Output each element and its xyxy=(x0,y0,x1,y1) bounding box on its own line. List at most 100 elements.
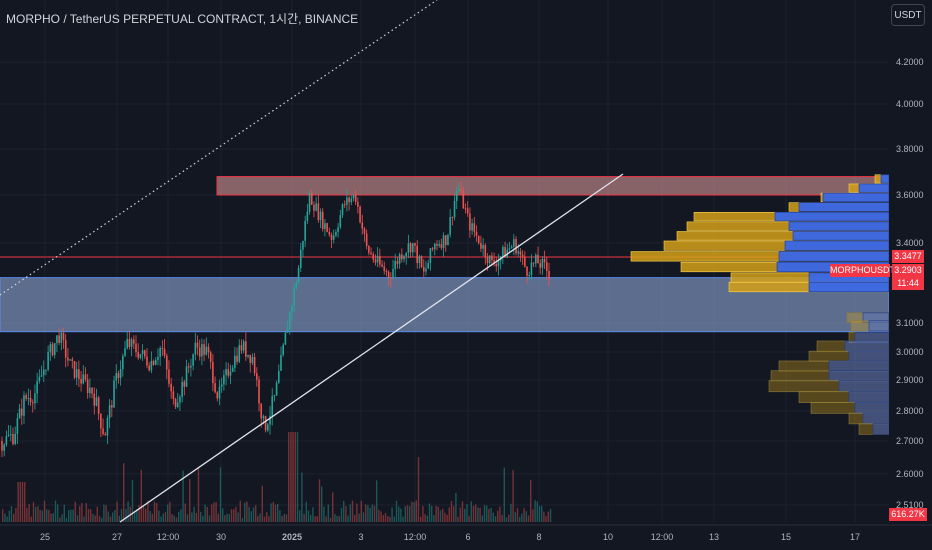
volume-bar xyxy=(349,504,351,522)
candle-body xyxy=(128,338,131,347)
profile-down-bar xyxy=(778,251,890,262)
volume-bar xyxy=(261,485,263,522)
volume-bar xyxy=(173,515,175,522)
candle-body xyxy=(332,235,335,240)
volume-bar xyxy=(21,482,24,522)
candle-body xyxy=(218,386,221,399)
candle-body xyxy=(196,342,199,348)
volume-bar xyxy=(281,516,283,522)
candle-body xyxy=(475,231,478,236)
volume-bar xyxy=(292,432,294,522)
candle-body xyxy=(438,244,440,246)
candle-body xyxy=(264,416,267,431)
candle-body xyxy=(29,398,32,403)
volume-bar xyxy=(138,505,140,522)
candle-body xyxy=(73,361,76,378)
candle-body xyxy=(104,434,107,436)
candle-body xyxy=(71,359,74,362)
candle-body xyxy=(433,243,436,250)
candle-body xyxy=(535,254,537,264)
volume-bar xyxy=(153,501,156,522)
candle-body xyxy=(337,227,339,233)
volume-bar xyxy=(494,516,497,522)
candle-body xyxy=(64,340,67,358)
volume-bar xyxy=(422,506,424,522)
volume-bar xyxy=(186,514,189,522)
volume-bar xyxy=(461,501,464,522)
candle-body xyxy=(31,402,34,404)
volume-bar xyxy=(57,504,59,522)
candle-body xyxy=(198,347,201,357)
volume-bar xyxy=(470,501,472,522)
candle-body xyxy=(385,271,388,273)
volume-bar xyxy=(19,482,21,522)
candle-body xyxy=(302,240,304,250)
volume-bar xyxy=(532,509,534,522)
volume-bar xyxy=(486,505,488,522)
candle-body xyxy=(359,206,361,223)
candle-body xyxy=(429,248,432,264)
candle-body xyxy=(308,193,311,212)
candle-body xyxy=(212,361,214,384)
candle-body xyxy=(422,266,425,272)
volume-bar xyxy=(217,513,219,522)
currency-button[interactable]: USDT xyxy=(891,4,925,26)
candle-body xyxy=(150,360,153,371)
volume-bar xyxy=(455,492,457,522)
volume-bar xyxy=(483,505,486,522)
candle-body xyxy=(464,208,467,210)
volume-bar xyxy=(219,467,222,522)
candle-body xyxy=(159,348,161,357)
candle-body xyxy=(45,369,47,371)
y-tick-label: 4.2000 xyxy=(896,57,924,67)
candle-body xyxy=(381,264,383,267)
candle-body xyxy=(425,268,427,272)
zone-resistance xyxy=(216,176,890,196)
volume-bar xyxy=(336,515,338,522)
candle-body xyxy=(315,203,317,211)
volume-bar xyxy=(112,512,114,522)
candle-body xyxy=(504,247,506,258)
candle-body xyxy=(78,369,80,379)
volume-bar xyxy=(296,432,299,522)
last-price-tag: 3.3477 xyxy=(892,250,924,263)
volume-bar xyxy=(497,510,499,522)
candle-body xyxy=(247,354,249,357)
volume-bar xyxy=(279,510,281,522)
y-tick-label: 3.8000 xyxy=(896,144,924,154)
volume-bar xyxy=(398,506,400,522)
candle-body xyxy=(330,234,333,240)
candle-body xyxy=(286,329,289,333)
candle-body xyxy=(324,223,326,229)
volume-bar xyxy=(257,515,259,522)
volume-bar xyxy=(228,514,230,522)
candle-body xyxy=(60,332,63,343)
volume-bar xyxy=(35,507,37,522)
volume-bar xyxy=(367,505,369,522)
volume-bar xyxy=(105,505,107,522)
volume-bar xyxy=(70,509,72,522)
volume-bar xyxy=(215,502,217,522)
candle-body xyxy=(548,270,550,279)
candle-body xyxy=(293,287,295,306)
volume-bar xyxy=(120,509,123,522)
candle-body xyxy=(477,235,480,244)
volume-bar xyxy=(426,515,428,522)
candle-body xyxy=(56,335,58,344)
volume-bar xyxy=(541,505,543,522)
volume-bar xyxy=(354,514,356,522)
volume-bar xyxy=(345,506,347,522)
candle-body xyxy=(398,254,401,264)
volume-bar xyxy=(175,517,178,522)
candle-body xyxy=(326,223,328,232)
trendlines[interactable] xyxy=(0,0,624,523)
volume-bar xyxy=(250,511,252,522)
candle-body xyxy=(1,441,3,451)
candle-body xyxy=(139,353,142,358)
volume-profile xyxy=(630,174,890,435)
candle-body xyxy=(36,381,38,394)
volume-bar xyxy=(200,511,202,522)
time-axis[interactable]: 25 27 12:00 30 2025 3 12:00 6 8 10 12:00 13 15 17 xyxy=(0,524,932,542)
candle-body xyxy=(368,246,370,253)
